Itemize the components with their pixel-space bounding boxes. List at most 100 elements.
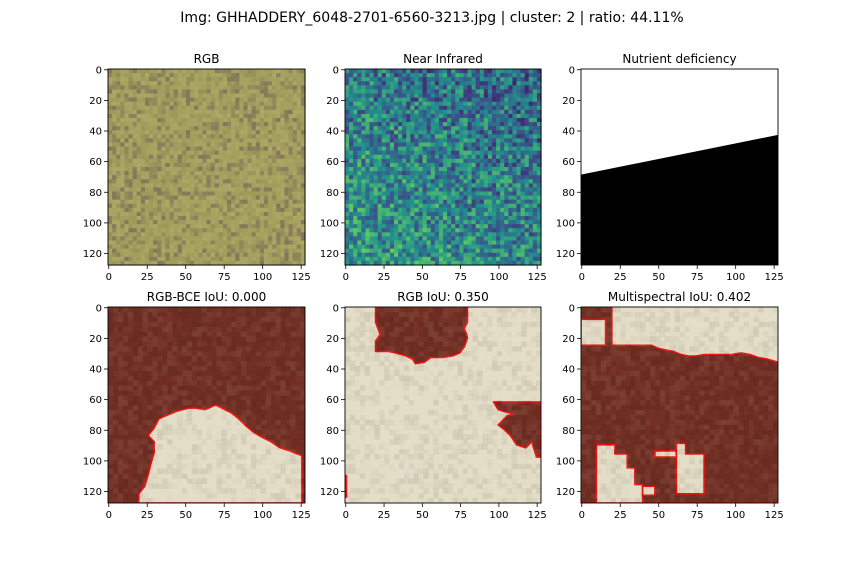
noise-cell [463, 73, 469, 78]
noise-cell [276, 191, 281, 197]
noise-cell [300, 203, 306, 209]
noise-cell [214, 207, 220, 213]
noise-cell [426, 260, 432, 266]
noise-cell [124, 81, 130, 86]
texture-cell [280, 331, 286, 337]
noise-cell [422, 183, 428, 189]
noise-cell [500, 105, 505, 111]
noise-cell [206, 244, 212, 250]
noise-cell [181, 207, 187, 213]
noise-cell [165, 89, 171, 95]
noise-cell [414, 232, 420, 238]
noise-cell [500, 175, 505, 180]
noise-cell [259, 232, 265, 238]
noise-cell [149, 105, 154, 111]
noise-cell [243, 122, 249, 127]
noise-cell [165, 232, 171, 238]
noise-cell [276, 134, 281, 140]
noise-cell [251, 216, 257, 221]
noise-cell [132, 81, 138, 86]
noise-cell [471, 179, 477, 184]
noise-cell [251, 260, 257, 266]
noise-cell [414, 167, 420, 172]
noise-cell [181, 162, 187, 168]
noise-cell [198, 73, 203, 78]
noise-cell [272, 252, 277, 258]
noise-cell [140, 142, 146, 148]
noise-cell [268, 220, 273, 225]
noise-cell [389, 224, 395, 229]
noise-cell [251, 179, 257, 184]
noise-cell [504, 93, 509, 99]
noise-cell [181, 154, 187, 160]
noise-cell [369, 105, 375, 111]
noise-cell [198, 220, 203, 225]
noise-cell [259, 220, 265, 225]
noise-cell [463, 244, 469, 250]
noise-cell [235, 69, 240, 74]
noise-cell [377, 248, 383, 254]
noise-cell [398, 183, 403, 189]
noise-cell [222, 260, 228, 266]
noise-cell [418, 228, 424, 233]
noise-cell [385, 89, 391, 95]
noise-cell [153, 224, 158, 229]
noise-cell [500, 154, 505, 160]
noise-cell [128, 256, 134, 262]
noise-cell [153, 183, 158, 189]
noise-cell [487, 203, 493, 209]
noise-cell [251, 89, 257, 95]
noise-cell [157, 179, 162, 184]
noise-cell [153, 85, 158, 91]
noise-cell [227, 93, 232, 99]
noise-cell [532, 232, 538, 238]
noise-cell [177, 142, 183, 148]
noise-cell [120, 97, 126, 103]
noise-cell [173, 122, 179, 127]
noise-cell [381, 167, 387, 172]
noise-cell [218, 216, 224, 221]
noise-cell [479, 69, 485, 74]
noise-cell [402, 77, 407, 82]
noise-cell [116, 240, 121, 246]
noise-cell [190, 130, 195, 135]
noise-cell [169, 195, 175, 201]
noise-cell [463, 77, 469, 82]
noise-cell [276, 85, 281, 91]
y-tick-label: 80 [89, 188, 102, 199]
noise-cell [124, 113, 130, 119]
noise-cell [239, 89, 245, 95]
noise-cell [194, 146, 199, 152]
noise-cell [243, 81, 249, 86]
texture-cell [152, 332, 157, 337]
noise-cell [467, 101, 473, 107]
noise-cell [194, 130, 199, 135]
noise-cell [443, 134, 448, 140]
noise-cell [394, 158, 399, 164]
noise-cell [438, 256, 444, 262]
noise-cell [210, 150, 216, 156]
noise-cell [185, 162, 191, 168]
noise-cell [496, 183, 501, 189]
noise-cell [251, 73, 257, 78]
noise-cell [532, 199, 538, 205]
texture-cell [226, 336, 231, 341]
noise-cell [235, 142, 240, 148]
noise-cell [512, 118, 518, 123]
noise-cell [243, 150, 249, 156]
noise-cell [410, 224, 416, 229]
noise-cell [402, 138, 407, 144]
noise-cell [128, 191, 134, 197]
noise-cell [467, 81, 473, 86]
noise-cell [112, 171, 117, 176]
noise-cell [508, 203, 514, 209]
noise-cell [259, 162, 265, 168]
noise-cell [128, 179, 134, 184]
noise-cell [194, 256, 199, 262]
noise-cell [471, 199, 477, 205]
noise-cell [430, 260, 436, 266]
noise-cell [132, 248, 138, 254]
noise-cell [455, 195, 460, 201]
noise-cell [455, 203, 460, 209]
noise-cell [157, 113, 162, 119]
